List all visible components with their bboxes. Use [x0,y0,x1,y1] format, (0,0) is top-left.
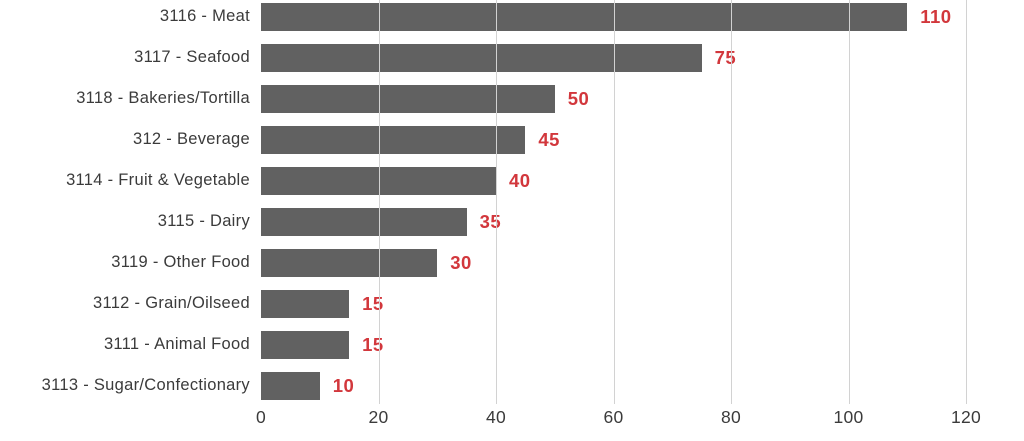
bar-row: 3117 - Seafood 75 [0,37,1024,78]
bar-row: 3112 - Grain/Oilseed 15 [0,283,1024,324]
bar-row: 3111 - Animal Food 15 [0,324,1024,365]
gridline-80 [731,0,732,404]
gridline-40 [496,0,497,404]
bar-rows: 3116 - Meat 110 3117 - Seafood 75 3118 -… [0,0,1024,406]
category-label: 3115 - Dairy [157,212,250,230]
bar-row: 3115 - Dairy 35 [0,201,1024,242]
bar-track: 30 [261,248,1024,277]
bar-track: 110 [261,2,1024,31]
value-label: 35 [479,210,502,232]
category-label: 3118 - Bakeries/Tortilla [76,89,250,107]
category-label: 3117 - Seafood [134,48,250,66]
value-label: 10 [332,374,355,396]
x-tick-label-40: 40 [485,407,507,427]
bar [261,84,555,113]
category-label: 3112 - Grain/Oilseed [92,294,250,312]
category-label: 3111 - Animal Food [103,335,250,353]
bar-row: 3118 - Bakeries/Tortilla 50 [0,78,1024,119]
x-tick-label-0: 0 [255,407,267,427]
bar-track: 10 [261,371,1024,400]
gridline-60 [613,0,615,404]
gridline-120 [966,0,967,404]
bar-track: 50 [261,84,1024,113]
value-label: 45 [538,128,560,150]
bar [261,207,467,236]
bar [261,43,702,72]
bar-track: 40 [261,166,1024,195]
category-label: 3114 - Fruit & Vegetable [66,171,250,189]
bar-track: 45 [261,125,1024,154]
value-label: 15 [362,333,384,355]
value-label: 75 [714,46,737,68]
bar-row: 3113 - Sugar/Confectionary 10 [0,365,1024,406]
x-tick-label-20: 20 [368,407,389,427]
bar-row: 3116 - Meat 110 [0,0,1024,37]
value-label: 110 [920,5,952,27]
bar-track: 35 [261,207,1024,236]
bar [261,248,438,277]
x-tick-label-100: 100 [833,407,864,427]
bar [261,125,526,154]
x-tick-label-80: 80 [720,407,742,427]
bar [261,371,320,400]
value-label: 15 [362,292,384,314]
bar-track: 15 [261,289,1024,318]
category-label: 3119 - Other Food [111,253,250,271]
bar-track: 15 [261,330,1024,359]
value-label: 40 [509,169,531,191]
bar [261,330,350,359]
gridline-100 [848,0,850,404]
category-label: 3113 - Sugar/Confectionary [41,376,250,394]
bar-row: 3114 - Fruit & Vegetable 40 [0,160,1024,201]
x-tick-label-60: 60 [603,407,624,427]
value-label: 50 [567,87,590,109]
bar-row: 3119 - Other Food 30 [0,242,1024,283]
x-tick-label-120: 120 [950,407,982,427]
bar [261,289,350,318]
gridline-20 [378,0,380,404]
bar [261,2,908,31]
category-label: 312 - Beverage [132,130,250,148]
category-label: 3116 - Meat [159,7,250,25]
value-label: 30 [450,251,472,273]
bar-track: 75 [261,43,1024,72]
bar-row: 312 - Beverage 45 [0,119,1024,160]
